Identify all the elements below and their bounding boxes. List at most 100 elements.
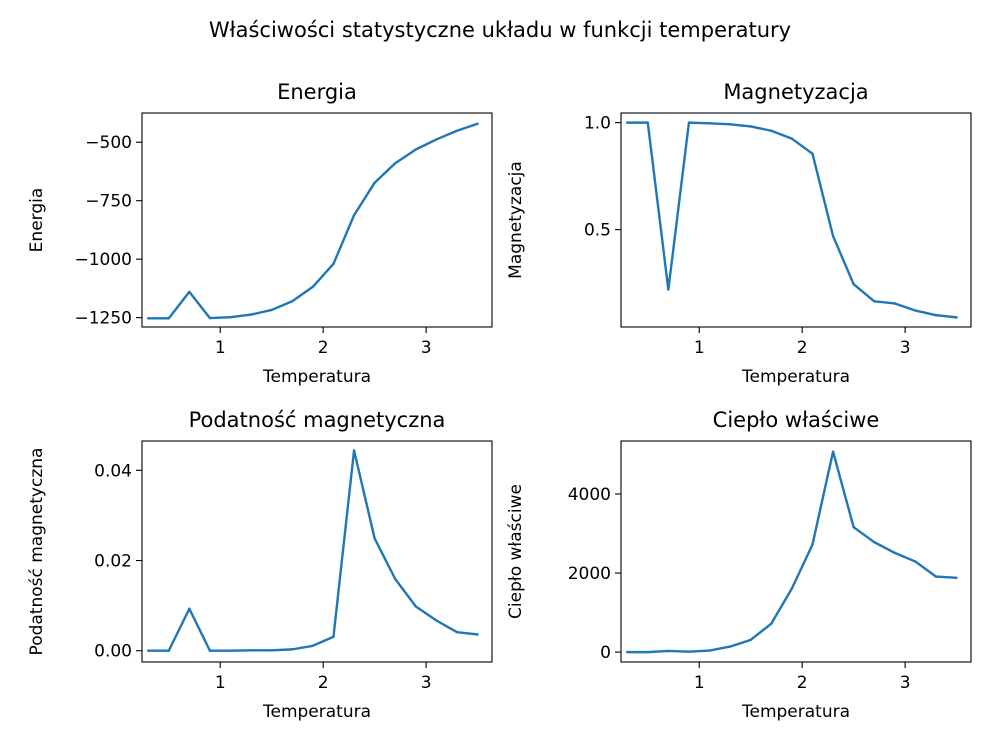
data-point: [146, 317, 150, 320]
data-point: [414, 605, 418, 608]
y-axis-label: Energia: [27, 188, 47, 253]
y-tick-label: −500: [85, 133, 132, 153]
data-point: [414, 148, 418, 151]
subplot-energia: 1 2 3 −500 −750 −1000 −1250 Energia Temperatura E…: [27, 80, 493, 387]
data-point: [728, 123, 732, 126]
data-point: [831, 234, 835, 238]
data-point: [708, 122, 711, 125]
subplot-podatnosc: 1 2 3 0.04 0.02 0.00 Podatność magnetyczna Temp…: [27, 408, 493, 722]
data-point: [790, 587, 794, 590]
data-point: [311, 644, 315, 647]
series-line-cieplo: [627, 450, 957, 654]
series-line-energia: [148, 122, 478, 320]
subplots: 1 2 3 −500 −750 −1000 −1250 Energia Temperatura E…: [27, 80, 972, 722]
data-point: [291, 300, 294, 303]
data-point: [270, 308, 273, 312]
x-axis-label: Temperatura: [741, 702, 850, 722]
data-point: [790, 137, 794, 140]
axes-frame: [141, 112, 493, 328]
data-point: [352, 214, 356, 217]
data-point: [708, 649, 711, 652]
data-point: [893, 302, 897, 305]
x-tick-label: 1: [694, 338, 705, 358]
x-tick-label: 1: [694, 673, 705, 693]
data-point: [373, 181, 376, 184]
data-point: [476, 122, 479, 125]
x-tick-label: 3: [421, 338, 432, 358]
data-point: [749, 638, 752, 642]
subplot-title: Podatność magnetyczna: [189, 408, 446, 432]
data-point: [852, 525, 855, 529]
data-point: [435, 619, 438, 622]
data-point: [667, 649, 670, 653]
data-point: [146, 649, 150, 652]
subplot-title: Ciepło właściwe: [713, 408, 880, 432]
x-axis-label: Temperatura: [741, 367, 850, 387]
data-point: [852, 283, 855, 286]
data-point: [893, 551, 897, 555]
data-point: [249, 313, 253, 316]
data-point: [934, 314, 938, 317]
axes-frame: [141, 440, 493, 663]
data-point: [167, 317, 170, 320]
data-point: [352, 449, 356, 452]
data-point: [332, 635, 335, 638]
data-point: [811, 543, 814, 546]
y-tick-label: 4000: [568, 485, 611, 505]
x-tick-label: 2: [797, 338, 808, 358]
x-tick-label: 1: [215, 673, 226, 693]
x-axis-label: Temperatura: [262, 367, 371, 387]
data-point: [646, 650, 649, 654]
data-point: [914, 560, 917, 563]
x-axis-label: Temperatura: [262, 702, 371, 722]
data-point: [455, 129, 459, 132]
y-tick-label: 0.5: [584, 221, 611, 241]
data-point: [934, 575, 938, 578]
data-point: [208, 316, 212, 320]
data-point: [873, 300, 876, 303]
y-axis-label: Magnetyzacja: [506, 161, 526, 279]
subplot-title: Magnetyzacja: [723, 80, 868, 104]
data-point: [249, 649, 253, 652]
data-point: [394, 577, 397, 581]
y-tick-label: −750: [85, 192, 132, 212]
y-axis-label: Podatność magnetyczna: [27, 448, 47, 656]
data-point: [229, 315, 232, 319]
y-tick-label: 0.00: [94, 642, 132, 662]
data-point: [476, 633, 479, 636]
data-point: [625, 650, 629, 654]
data-point: [435, 138, 438, 141]
x-tick-label: 3: [900, 338, 911, 358]
data-point: [625, 121, 629, 124]
data-point: [455, 631, 459, 634]
y-tick-label: 0.02: [94, 552, 132, 572]
x-tick-label: 2: [318, 338, 329, 358]
data-point: [728, 645, 732, 648]
data-point: [291, 648, 294, 651]
series-line-magnetyzacja: [627, 121, 957, 319]
series-line-podatnosc: [148, 449, 478, 652]
axes-frame: [620, 112, 972, 328]
x-tick-label: 1: [215, 338, 226, 358]
data-point: [667, 288, 670, 291]
x-tick-label: 2: [797, 673, 808, 693]
data-point: [873, 541, 876, 544]
data-point: [646, 121, 649, 124]
data-point: [914, 309, 917, 312]
data-point: [394, 162, 397, 165]
data-point: [270, 649, 273, 652]
axes-frame: [620, 440, 972, 663]
data-point: [749, 125, 752, 128]
data-point: [167, 649, 170, 652]
y-tick-label: 1.0: [584, 114, 611, 134]
data-point: [955, 576, 958, 579]
data-point: [770, 622, 773, 625]
data-point: [229, 649, 232, 652]
data-point: [188, 290, 191, 294]
data-point: [373, 537, 376, 540]
data-point: [955, 316, 958, 319]
data-point: [811, 152, 814, 155]
data-point: [311, 285, 315, 288]
x-tick-label: 3: [421, 673, 432, 693]
